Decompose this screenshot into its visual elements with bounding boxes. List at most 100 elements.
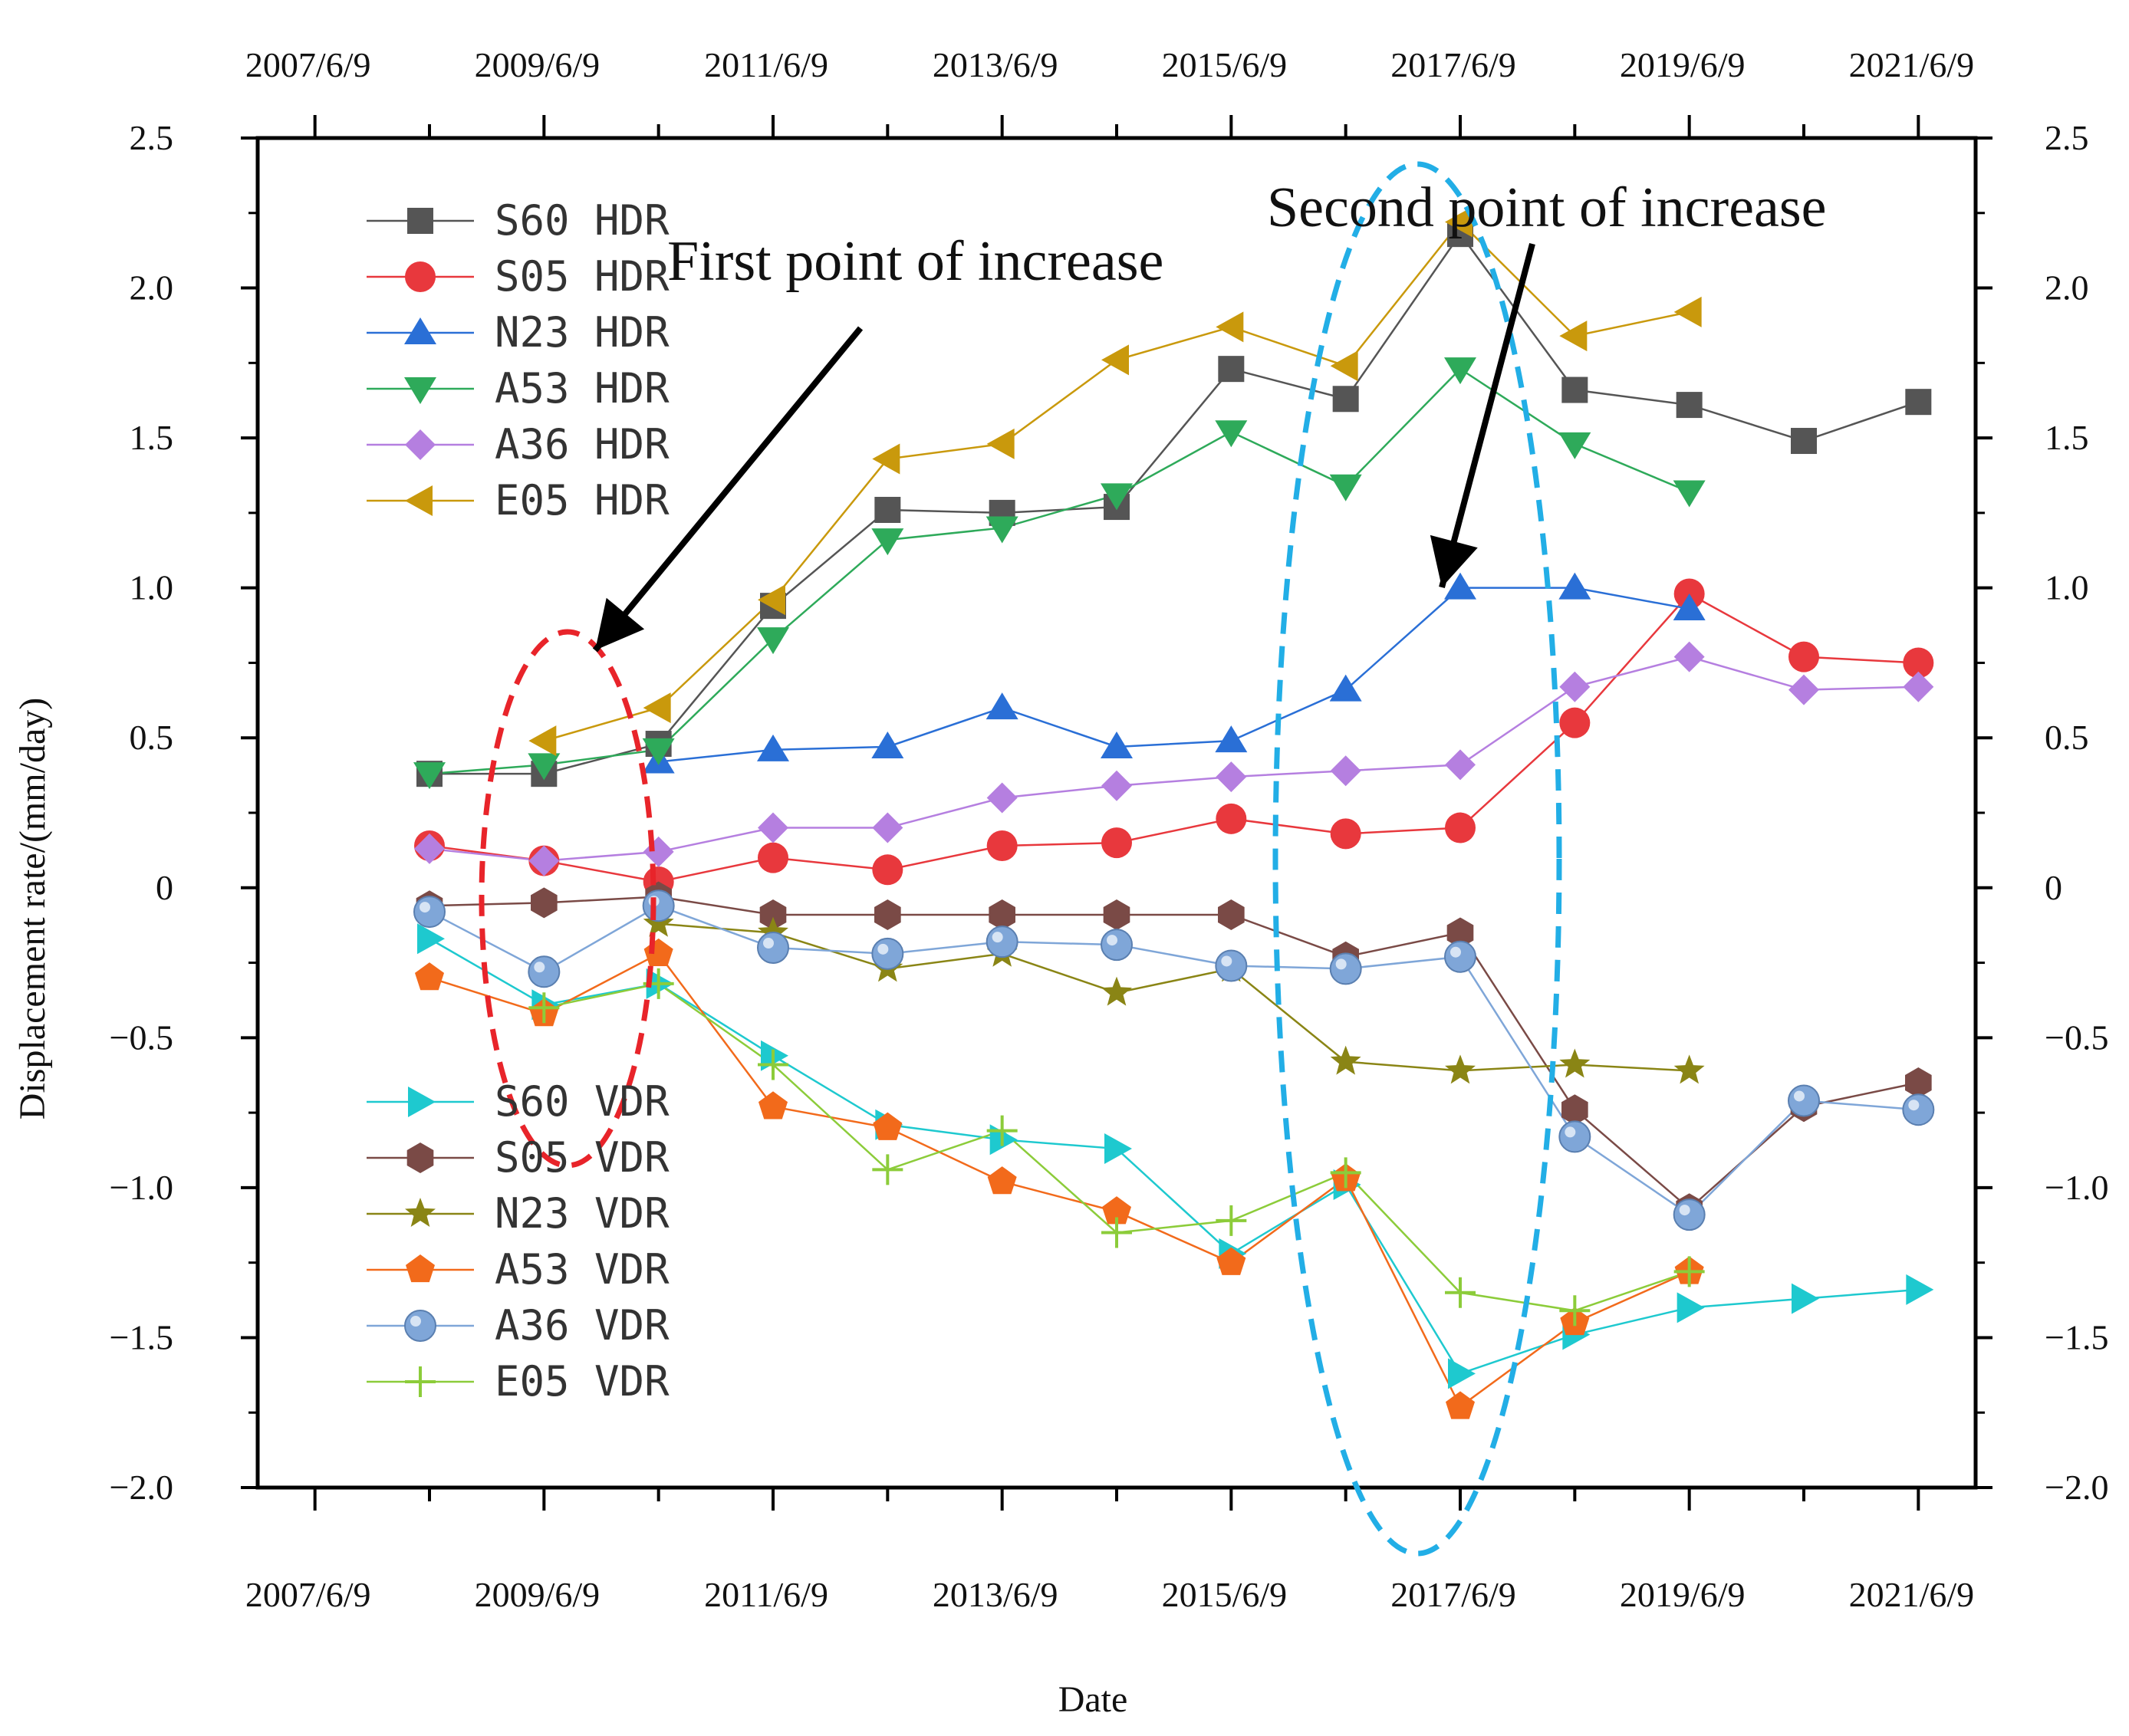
x-tick-label-bottom: 2019/6/9 [1620, 1575, 1746, 1614]
y-tick-label-right: −1.0 [2045, 1168, 2108, 1207]
series-line-s05-hdr [429, 592, 1919, 883]
data-point-e05-hdr [1330, 350, 1358, 382]
data-point-e05-vdr [1673, 1256, 1705, 1287]
data-point-a36-vdr [413, 896, 446, 929]
legend-vdr-label: E05 VDR [495, 1357, 670, 1406]
data-point-s05-vdr [874, 899, 901, 930]
series-line-s60-vdr [429, 938, 1919, 1375]
data-point-s60-vdr [1792, 1283, 1819, 1314]
data-point-a36-vdr-highlight [1221, 955, 1232, 967]
x-tick-label-bottom: 2015/6/9 [1162, 1575, 1288, 1614]
annotations: First point of increase Second point of i… [479, 161, 1827, 1557]
data-point-a36-vdr-highlight [1335, 958, 1347, 970]
data-point-a36-vdr [1215, 949, 1248, 982]
y-tick-label-left: 0 [156, 868, 173, 907]
x-tick-label-bottom: 2009/6/9 [475, 1575, 601, 1614]
data-point-s60-vdr [417, 923, 445, 955]
data-point-a36-vdr-highlight [877, 943, 889, 955]
data-point-e05-vdr [1101, 1217, 1132, 1248]
data-point-a36-vdr [642, 889, 675, 922]
first-increase-arrow-shaft [592, 326, 864, 653]
data-point-n23-vdr [1101, 976, 1132, 1006]
data-point-a53-vdr [1101, 1196, 1132, 1225]
y-tick-label-left: −1.5 [110, 1317, 173, 1356]
data-point-s60-hdr [1791, 428, 1817, 455]
data-point-s05-hdr [872, 854, 903, 886]
data-point-a53-vdr [873, 1112, 903, 1140]
data-point-a36-vdr [528, 955, 561, 988]
y-axis-title: Displacement rate/(mm/day) [12, 698, 53, 1120]
data-point-e05-vdr [528, 992, 560, 1024]
data-point-a53-vdr [758, 1091, 788, 1120]
data-point-n23-vdr [643, 907, 674, 937]
data-point-s60-hdr [1561, 376, 1588, 403]
data-point-a36-hdr [758, 812, 788, 843]
x-tick-label-top: 2013/6/9 [933, 45, 1058, 84]
y-tick-label-left: 1.0 [130, 568, 174, 607]
legend-hdr-label: A53 HDR [495, 364, 670, 413]
data-point-s05-vdr [1103, 899, 1130, 930]
legend-vdr-swatch-marker [405, 1254, 436, 1283]
legend-vdr-label: A36 VDR [495, 1301, 670, 1350]
axis-ticks: 2.5 2.5 2.0 2.0 1.5 1.5 1.0 1.0 0.5 0.5 0 0 −0.5 −0.5… [110, 45, 2109, 1614]
data-point-e05-hdr [1216, 311, 1244, 343]
data-point-a53-hdr [642, 738, 675, 765]
x-tick-label-bottom: 2021/6/9 [1849, 1575, 1975, 1614]
data-point-a36-vdr-highlight [1565, 1126, 1576, 1138]
data-point-n23-vdr [1445, 1054, 1476, 1084]
data-point-e05-vdr [1559, 1295, 1591, 1327]
data-point-s05-hdr [758, 842, 788, 873]
data-point-a36-hdr [1559, 671, 1591, 702]
data-point-s05-vdr [1446, 917, 1474, 949]
data-point-s60-hdr [1905, 389, 1932, 416]
data-point-a36-vdr-highlight [992, 932, 1003, 943]
data-point-e05-vdr [1445, 1277, 1476, 1308]
data-point-s60-vdr [1104, 1133, 1132, 1165]
y-tick-label-left: 1.5 [130, 418, 174, 457]
data-point-n23-hdr [1215, 725, 1248, 753]
data-point-s05-vdr [1905, 1067, 1932, 1098]
data-point-a36-hdr [1903, 671, 1934, 702]
data-point-a36-vdr [757, 932, 789, 964]
data-point-a36-hdr [872, 812, 903, 843]
x-tick-label-top: 2009/6/9 [475, 45, 601, 84]
legend: S60 HDR S05 HDR N23 HDR A53 HDR A36 HDR E05 H… [367, 196, 670, 1406]
data-point-e05-hdr [986, 428, 1015, 459]
legend-hdr-label: N23 HDR [495, 308, 670, 357]
data-point-a36-vdr [1444, 940, 1476, 973]
x-tick-label-bottom: 2017/6/9 [1390, 1575, 1516, 1614]
data-point-s05-hdr [1788, 641, 1819, 672]
y-tick-label-right: 1.5 [2045, 418, 2089, 457]
data-point-s60-vdr [1906, 1274, 1934, 1305]
data-point-e05-hdr [528, 725, 557, 757]
series-line-s05-vdr [429, 896, 1919, 1210]
second-increase-arrow-shaft [1439, 242, 1535, 589]
data-point-n23-hdr [986, 692, 1018, 720]
legend-vdr-label: S05 VDR [495, 1133, 670, 1182]
legend-hdr-swatch-marker [404, 377, 436, 404]
x-tick-label-top: 2019/6/9 [1620, 45, 1746, 84]
data-point-a36-vdr-highlight [1450, 946, 1461, 958]
y-tick-label-right: −2.0 [2045, 1468, 2108, 1507]
data-point-s05-hdr [986, 830, 1018, 862]
data-point-e05-vdr [986, 1115, 1018, 1146]
data-point-s60-hdr [1218, 356, 1245, 383]
data-point-s05-hdr [1445, 812, 1476, 843]
data-point-a36-hdr [1673, 641, 1705, 672]
data-point-a53-vdr [643, 938, 673, 967]
second-increase-label: Second point of increase [1267, 176, 1827, 239]
data-point-a36-hdr [1216, 761, 1247, 793]
y-tick-label-right: −1.5 [2045, 1317, 2108, 1356]
data-point-a36-vdr [1558, 1120, 1591, 1153]
legend-hdr-label: S60 HDR [495, 196, 670, 245]
data-point-n23-hdr [1101, 731, 1133, 758]
x-tick-label-bottom: 2011/6/9 [704, 1575, 828, 1614]
data-point-n23-vdr [1673, 1054, 1705, 1084]
data-point-n23-vdr [1559, 1048, 1591, 1078]
data-point-a53-hdr [1329, 474, 1362, 501]
legend-hdr-label: A36 HDR [495, 420, 670, 469]
data-point-a36-vdr-highlight [1107, 935, 1117, 946]
data-point-a36-hdr [528, 845, 560, 876]
y-tick-label-right: 0.5 [2045, 718, 2089, 757]
y-tick-label-left: 2.0 [130, 268, 174, 307]
